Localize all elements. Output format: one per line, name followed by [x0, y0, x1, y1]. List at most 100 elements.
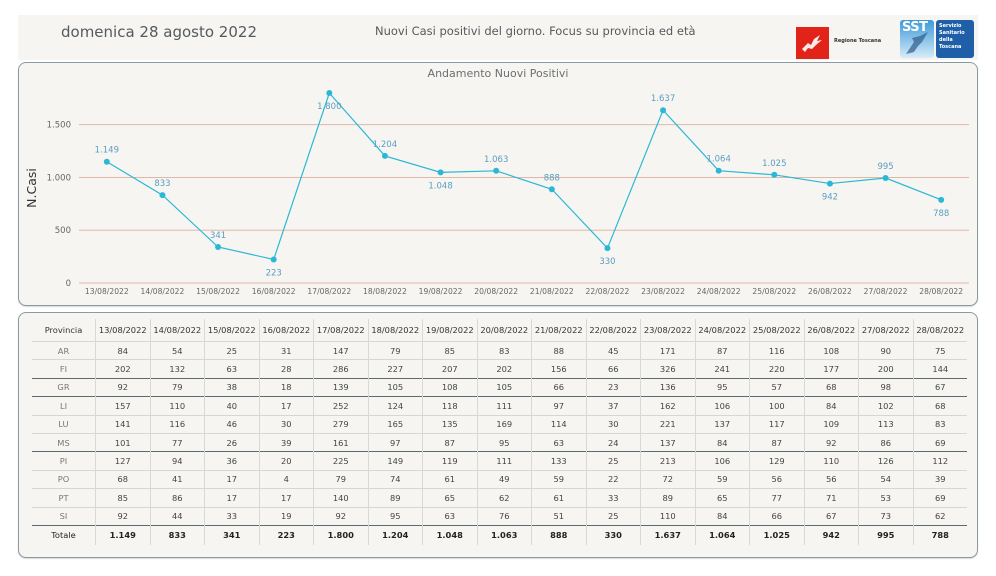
cases-cell: 202	[95, 359, 150, 379]
table-header-row: Provincia 13/08/2022 14/08/2022 15/08/2022…	[32, 319, 967, 342]
cases-cell: 4	[258, 469, 314, 489]
cases-cell: 62	[912, 506, 967, 526]
cases-cell: 105	[367, 377, 423, 397]
cases-cell: 20	[258, 451, 314, 471]
cases-cell: 18	[258, 377, 314, 397]
total-cell: 223	[258, 524, 314, 545]
cases-cell: 74	[367, 469, 423, 489]
data-label: 888	[544, 173, 560, 183]
total-cell: 341	[204, 524, 259, 545]
total-cell: 888	[531, 524, 586, 545]
cases-cell: 113	[858, 414, 913, 434]
cases-cell: 109	[803, 414, 859, 434]
cases-cell: 114	[531, 414, 586, 434]
cases-cell: 84	[95, 340, 150, 360]
data-point	[604, 245, 611, 252]
cases-cell: 108	[422, 377, 477, 397]
cases-cell: 63	[531, 432, 586, 452]
cases-cell: 41	[149, 469, 205, 489]
x-tick-label: 21/08/2022	[530, 287, 574, 296]
cases-cell: 221	[640, 414, 695, 434]
column-header-date: 14/08/2022	[149, 319, 205, 342]
cases-cell: 45	[585, 340, 641, 360]
cases-cell: 95	[694, 377, 750, 397]
cases-cell: 77	[749, 488, 804, 508]
cases-cell: 31	[258, 340, 314, 360]
cases-cell: 62	[476, 488, 532, 508]
cases-cell: 110	[803, 451, 859, 471]
column-header-date: 17/08/2022	[313, 319, 368, 342]
cases-cell: 112	[912, 451, 967, 471]
cases-cell: 30	[258, 414, 314, 434]
cases-cell: 227	[367, 359, 423, 379]
x-tick-label: 23/08/2022	[641, 287, 685, 296]
data-point	[771, 171, 778, 178]
province-cell: MS	[32, 432, 96, 452]
column-header-date: 24/08/2022	[694, 319, 750, 342]
cases-cell: 147	[313, 340, 368, 360]
cases-cell: 68	[95, 469, 150, 489]
data-point	[826, 180, 833, 187]
cases-cell: 126	[858, 451, 913, 471]
total-label-cell: Totale	[32, 524, 96, 545]
cases-cell: 77	[149, 432, 205, 452]
column-header-date: 13/08/2022	[95, 319, 150, 342]
cases-cell: 161	[313, 432, 368, 452]
cases-cell: 111	[476, 451, 532, 471]
column-header-date: 19/08/2022	[422, 319, 477, 342]
header-bar: domenica 28 agosto 2022 Nuovi Casi posit…	[18, 15, 978, 60]
total-cell: 1.063	[476, 524, 532, 545]
cases-cell: 118	[422, 396, 477, 416]
cases-cell: 76	[476, 506, 532, 526]
total-cell: 833	[149, 524, 205, 545]
total-cell: 1.064	[694, 524, 750, 545]
cases-cell: 95	[367, 506, 423, 526]
cases-cell: 169	[476, 414, 532, 434]
cases-cell: 40	[204, 396, 259, 416]
total-cell: 1.025	[749, 524, 804, 545]
cases-cell: 213	[640, 451, 695, 471]
data-point	[215, 244, 222, 251]
y-tick-label: 1.000	[47, 173, 71, 183]
cases-cell: 137	[640, 432, 695, 452]
sst-name-line: della	[939, 37, 953, 43]
sst-name-box: Servizio Sanitario della Toscana	[936, 20, 974, 58]
cases-cell: 202	[476, 359, 532, 379]
cases-cell: 207	[422, 359, 477, 379]
data-point	[159, 192, 166, 199]
x-tick-label: 28/08/2022	[919, 287, 963, 296]
column-header-date: 21/08/2022	[531, 319, 586, 342]
x-tick-label: 16/08/2022	[252, 287, 296, 296]
column-header-date: 22/08/2022	[585, 319, 641, 342]
column-header-date: 16/08/2022	[258, 319, 314, 342]
chart-panel: Andamento Nuovi Positivi 0 500 1.000 1.500 …	[18, 62, 978, 306]
cases-cell: 141	[95, 414, 150, 434]
data-point	[548, 186, 555, 193]
data-labels: 1.149 833 341 223 1.800 1.204 1.048 1.063 888 330…	[95, 94, 950, 278]
x-tick-label: 27/08/2022	[864, 287, 908, 296]
data-point	[660, 107, 667, 114]
cases-cell: 46	[204, 414, 259, 434]
cases-cell: 279	[313, 414, 368, 434]
total-cell: 942	[803, 524, 859, 545]
cases-cell: 241	[694, 359, 750, 379]
cases-cell: 140	[313, 488, 368, 508]
total-cell: 1.149	[95, 524, 150, 545]
x-tick-label: 18/08/2022	[363, 287, 407, 296]
province-cell: SI	[32, 506, 96, 526]
cases-cell: 61	[422, 469, 477, 489]
total-cell: 788	[912, 524, 967, 545]
province-cell: GR	[32, 377, 96, 397]
cases-cell: 156	[531, 359, 586, 379]
cases-cell: 102	[858, 396, 913, 416]
cases-cell: 69	[912, 432, 967, 452]
cases-cell: 117	[749, 414, 804, 434]
x-tick-label: 19/08/2022	[419, 287, 463, 296]
cases-cell: 101	[95, 432, 150, 452]
cases-cell: 127	[95, 451, 150, 471]
cases-cell: 90	[858, 340, 913, 360]
cases-cell: 92	[803, 432, 859, 452]
cases-cell: 39	[912, 469, 967, 489]
cases-cell: 149	[367, 451, 423, 471]
cases-cell: 100	[749, 396, 804, 416]
